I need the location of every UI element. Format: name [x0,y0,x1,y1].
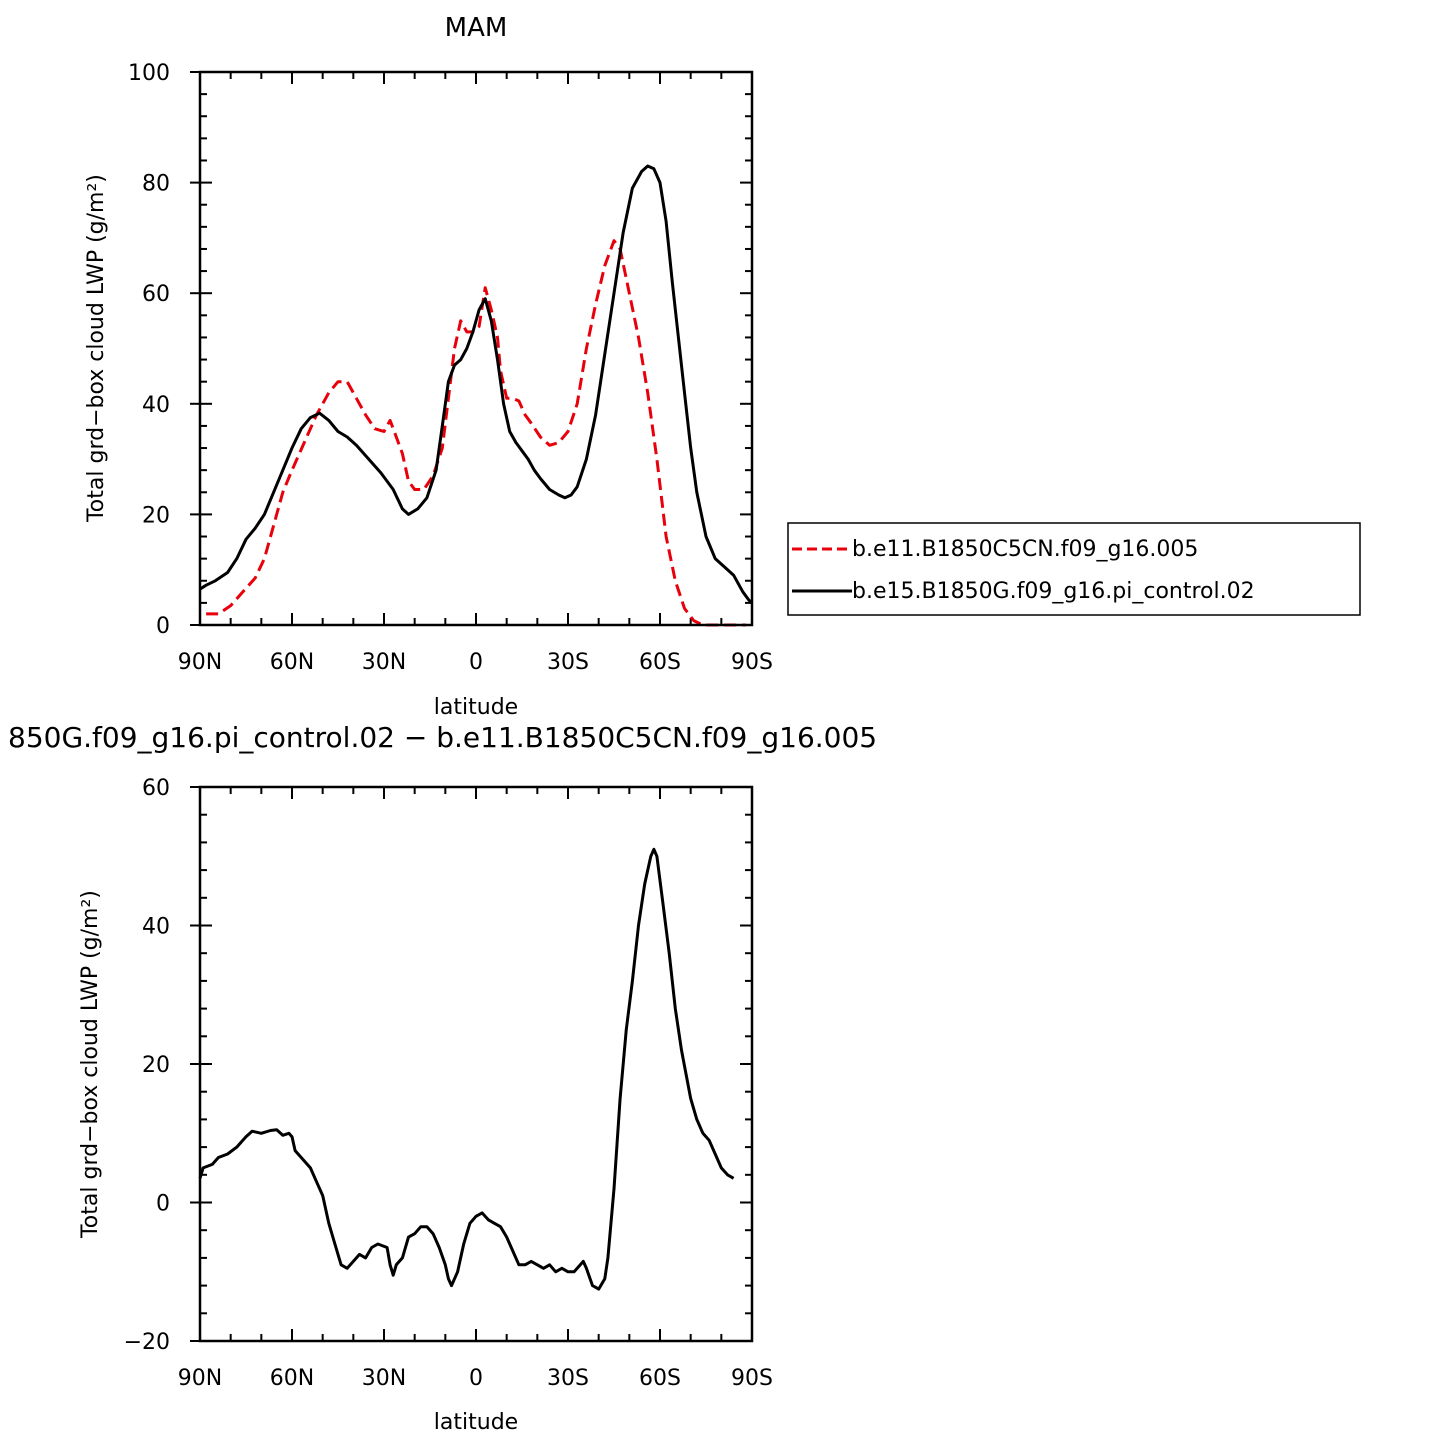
y-tick-label: 0 [156,1192,170,1217]
x-tick-label: 30N [362,650,406,675]
x-tick-label: 0 [469,650,483,675]
bottom-axes: 90N 60N 30N 0 30S 60S 90S −20 0 20 40 60 [124,776,773,1391]
series-line-2 [199,164,754,605]
bottom-series-lines [198,847,735,1291]
top-axes: 90N 60N 30N 0 30S 60S 90S 0 20 40 60 80 100 [128,61,773,675]
x-tick-label: 90N [178,650,222,675]
series-line-1 [198,847,735,1291]
x-tick-label: 60N [270,1366,314,1391]
y-tick-label: 80 [142,172,170,197]
y-tick-label: 40 [142,915,170,940]
top-x-axis-label: latitude [434,695,518,720]
x-tick-label: 30N [362,1366,406,1391]
x-tick-label: 60S [639,650,681,675]
y-tick-label: 0 [156,614,170,639]
x-tick-label: 90S [731,1366,773,1391]
x-tick-label: 30S [547,1366,589,1391]
top-y-axis-label: Total grd−box cloud LWP (g/m²) [84,174,109,523]
top-chart-title: MAM [445,13,508,43]
x-tick-label: 90N [178,1366,222,1391]
x-tick-label: 30S [547,650,589,675]
legend-box [787,522,1361,616]
y-tick-label: 60 [142,776,170,801]
legend: b.e11.B1850C5CN.f09_g16.005 b.e15.B1850G… [787,522,1361,616]
top-panel: MAM 90N 60N 30N 0 30S 60S 90S 0 20 40 60 80 100 lati… [84,13,1361,720]
legend-label-series-1: b.e11.B1850C5CN.f09_g16.005 [852,537,1198,562]
series-line-1 [206,239,746,627]
bottom-panel: 850G.f09_g16.pi_control.02 − b.e11.B1850… [8,721,877,1435]
legend-label-series-2: b.e15.B1850G.f09_g16.pi_control.02 [852,579,1255,604]
y-tick-label: 20 [142,1053,170,1078]
x-tick-label: 0 [469,1366,483,1391]
y-tick-label: 20 [142,503,170,528]
bottom-plot-frame [198,785,754,1343]
y-tick-label: 60 [142,282,170,307]
x-tick-label: 90S [731,650,773,675]
top-series-lines [199,164,754,627]
y-tick-label: 100 [128,61,170,86]
x-tick-label: 60N [270,650,314,675]
top-plot-frame [198,70,754,627]
bottom-x-axis-label: latitude [434,1410,518,1435]
y-tick-label: 40 [142,393,170,418]
x-tick-label: 60S [639,1366,681,1391]
bottom-y-axis-label: Total grd−box cloud LWP (g/m²) [78,890,103,1239]
bottom-chart-title: 850G.f09_g16.pi_control.02 − b.e11.B1850… [8,721,877,754]
y-tick-label: −20 [124,1330,170,1355]
